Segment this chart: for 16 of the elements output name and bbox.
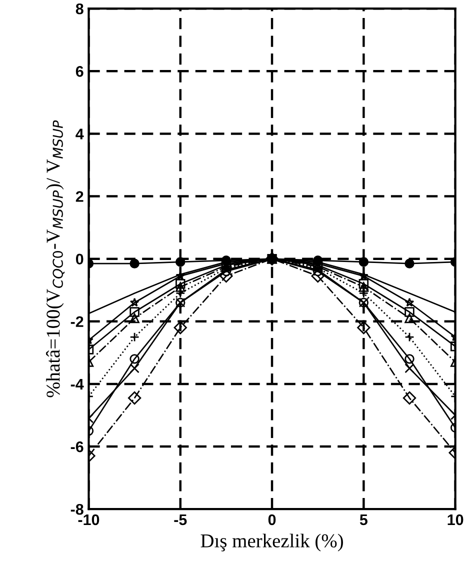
y-tick-label: 8 bbox=[76, 3, 84, 14]
x-axis-title: Dış merkezlik (%) bbox=[200, 534, 343, 552]
x-tick-label: 5 bbox=[360, 514, 368, 526]
y-axis-title: %hatâ=100(V$_{CQC0}$-V$_{MSUP}$)/ V$_{MSUP}$ bbox=[46, 120, 65, 398]
y-tick-label: 2 bbox=[76, 191, 84, 202]
x-tick-label: -5 bbox=[174, 514, 187, 526]
x-tick-label: -10 bbox=[78, 514, 100, 526]
x-tick-label: 0 bbox=[268, 514, 276, 526]
y-tick-label: -8 bbox=[70, 504, 84, 515]
y-tick-label: 0 bbox=[76, 254, 84, 265]
y-tick-label: -4 bbox=[70, 378, 84, 390]
x-tick-label: 10 bbox=[448, 514, 464, 526]
y-tick-label: -6 bbox=[70, 441, 84, 452]
y-tick-label: -2 bbox=[70, 316, 84, 327]
y-tick-label: 4 bbox=[76, 128, 84, 140]
y-tick-label: 6 bbox=[76, 66, 84, 77]
